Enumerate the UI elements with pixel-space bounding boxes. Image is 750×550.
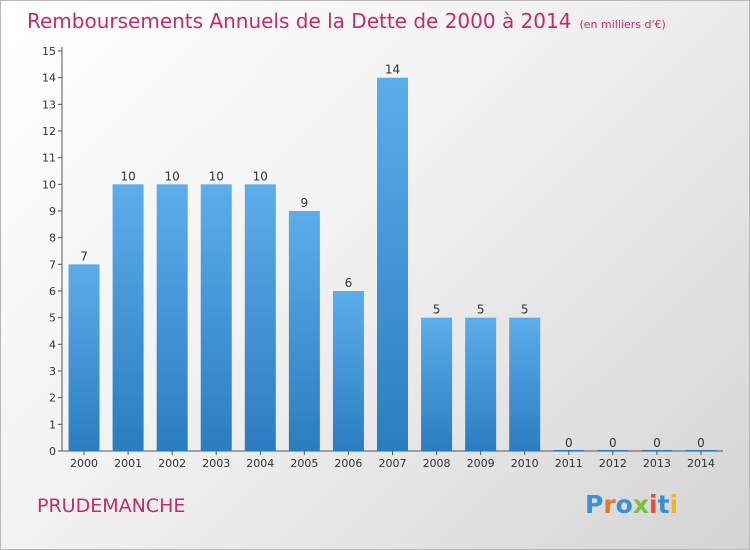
x-tick-label-2007: 2007 <box>379 457 407 470</box>
bar-2012 <box>597 450 629 451</box>
logo-letter: x <box>632 490 649 519</box>
value-label-2006: 6 <box>345 276 353 290</box>
value-label-2004: 10 <box>253 169 268 183</box>
x-tick-label-2006: 2006 <box>334 457 362 470</box>
y-tick-label: 1 <box>49 418 56 431</box>
logo-letter: t <box>657 490 670 519</box>
y-tick-label: 5 <box>49 312 56 325</box>
value-label-2005: 9 <box>301 196 309 210</box>
y-tick-label: 6 <box>49 285 56 298</box>
chart-subtitle: (en milliers d'€) <box>579 18 666 31</box>
commune-name: PRUDEMANCHE <box>37 495 186 517</box>
bar-2006 <box>332 291 364 451</box>
value-label-2009: 5 <box>477 303 485 317</box>
y-tick-label: 4 <box>49 338 56 351</box>
bar-2003 <box>200 184 232 452</box>
value-label-2000: 7 <box>80 249 88 263</box>
bar-2000 <box>68 264 100 451</box>
bar-2001 <box>112 184 144 452</box>
value-label-2001: 10 <box>120 169 135 183</box>
logo-letter: P <box>585 490 604 519</box>
x-tick-label-2013: 2013 <box>643 457 671 470</box>
value-label-2011: 0 <box>565 436 573 450</box>
y-tick-label: 10 <box>42 178 56 191</box>
bar-2002 <box>156 184 188 452</box>
bar-2004 <box>244 184 276 452</box>
y-tick-label: 14 <box>42 72 56 85</box>
y-tick-label: 11 <box>42 152 56 165</box>
x-tick-label-2009: 2009 <box>467 457 495 470</box>
x-tick-label-2000: 2000 <box>70 457 98 470</box>
x-tick-label-2001: 2001 <box>114 457 142 470</box>
x-tick-label-2002: 2002 <box>158 457 186 470</box>
y-tick-label: 2 <box>49 392 56 405</box>
x-tick-label-2004: 2004 <box>246 457 274 470</box>
logo-letter: i <box>669 490 679 519</box>
value-label-2007: 14 <box>385 63 400 77</box>
x-tick-label-2011: 2011 <box>555 457 583 470</box>
y-tick-label: 3 <box>49 365 56 378</box>
bar-2007 <box>377 77 408 452</box>
logo-letter: r <box>603 490 616 519</box>
bar-2009 <box>465 317 497 451</box>
bar-2011 <box>553 450 585 451</box>
title-row: Remboursements Annuels de la Dette de 20… <box>27 9 666 33</box>
y-tick-label: 13 <box>42 98 56 111</box>
bar-2010 <box>509 317 541 451</box>
chart-title: Remboursements Annuels de la Dette de 20… <box>27 9 572 33</box>
y-tick-label: 8 <box>49 232 56 245</box>
value-label-2010: 5 <box>521 303 529 317</box>
logo-letter: o <box>615 490 633 519</box>
bar-2013 <box>641 450 673 451</box>
value-label-2014: 0 <box>697 436 705 450</box>
x-tick-label-2005: 2005 <box>290 457 318 470</box>
bar-2005 <box>288 211 320 451</box>
proxiti-logo[interactable]: Proxiti <box>585 490 678 519</box>
value-label-2008: 5 <box>433 303 441 317</box>
value-label-2012: 0 <box>609 436 617 450</box>
value-label-2003: 10 <box>209 169 224 183</box>
x-tick-label-2014: 2014 <box>687 457 715 470</box>
bar-2014 <box>685 450 717 451</box>
chart-labels: 7 2000 10 2001 10 2002 10 2003 10 2004 9 2005 6 2006 1… <box>70 63 715 470</box>
y-tick-label: 15 <box>42 45 56 58</box>
y-tick-label: 7 <box>49 258 56 271</box>
x-tick-label-2010: 2010 <box>511 457 539 470</box>
chart-bars <box>68 77 717 452</box>
y-tick-label: 12 <box>42 125 56 138</box>
value-label-2002: 10 <box>165 169 180 183</box>
x-tick-label-2008: 2008 <box>423 457 451 470</box>
x-tick-label-2003: 2003 <box>202 457 230 470</box>
y-tick-label: 0 <box>49 445 56 458</box>
bar-2008 <box>421 317 453 451</box>
value-label-2013: 0 <box>653 436 661 450</box>
logo-letter: i <box>649 490 658 519</box>
x-tick-label-2012: 2012 <box>599 457 627 470</box>
y-tick-label: 9 <box>49 205 56 218</box>
